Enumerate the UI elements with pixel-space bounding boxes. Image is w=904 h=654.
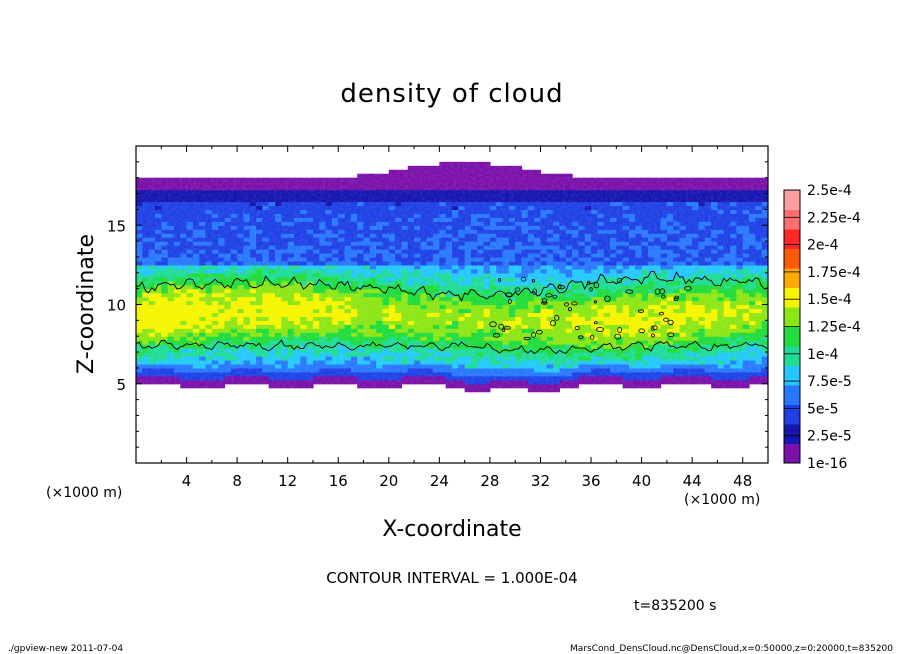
chart-title: density of cloud — [340, 79, 563, 109]
colorbar-swatch — [784, 287, 800, 308]
colorbar-swatch — [784, 209, 800, 230]
footer-left: ./gpview-new 2011-07-04 — [8, 644, 123, 654]
x-tick-label: 24 — [430, 472, 449, 490]
x-tick-label: 4 — [182, 472, 192, 490]
colorbar-label: 2.5e-5 — [807, 429, 852, 445]
colorbar-swatch — [784, 229, 800, 249]
colorbar-swatch — [784, 248, 800, 269]
colorbar-label: 1.75e-4 — [807, 265, 861, 281]
colorbar-swatch — [784, 190, 800, 210]
x-tick-label: 40 — [632, 472, 651, 490]
colorbar-swatch — [784, 365, 800, 386]
x-unit-label-left: (×1000 m) — [46, 485, 122, 501]
colorbar: 1e-16 2.5e-5 5e-5 7.5e-5 1e-4 1.25e-4 1.5e-4 1.… — [783, 183, 861, 472]
x-unit-label-right: (×1000 m) — [684, 492, 760, 508]
x-tick-label: 28 — [480, 472, 499, 490]
x-tick-label: 44 — [683, 472, 702, 490]
time-label: t=835200 s — [634, 598, 716, 614]
contour-lines — [136, 270, 768, 355]
x-tick-label: 16 — [329, 472, 348, 490]
y-tick-label: 10 — [107, 297, 126, 315]
colorbar-swatch — [784, 385, 800, 405]
x-tick-label: 36 — [581, 472, 600, 490]
colorbar-swatch — [784, 268, 800, 288]
y-tick-label: 15 — [107, 217, 126, 235]
colorbar-swatch — [784, 424, 800, 444]
colorbar-swatch — [784, 404, 800, 425]
colorbar-label: 7.5e-5 — [807, 374, 852, 390]
x-ticks: 4 8 12 16 20 24 28 32 36 40 44 48 — [160, 146, 752, 490]
colorbar-label: 2.25e-4 — [807, 210, 861, 226]
colorbar-swatch — [784, 326, 800, 347]
x-tick-label: 32 — [531, 472, 550, 490]
footer-right: MarsCond_DensCloud.nc@DensCloud,x=0:5000… — [570, 644, 893, 654]
colorbar-swatch — [784, 346, 800, 366]
colorbar-label: 2.5e-4 — [807, 183, 852, 199]
x-axis-label: X-coordinate — [382, 517, 521, 542]
y-tick-label: 5 — [116, 376, 126, 394]
colorbar-label: 1.5e-4 — [807, 292, 852, 308]
colorbar-label: 1e-4 — [807, 347, 839, 363]
y-ticks: 5 10 15 — [107, 161, 768, 448]
colorbar-label: 1e-16 — [807, 456, 847, 472]
colorbar-label: 5e-5 — [807, 401, 838, 417]
x-tick-label: 12 — [278, 472, 297, 490]
x-tick-label: 20 — [379, 472, 398, 490]
colorbar-swatch — [784, 443, 800, 464]
colorbar-swatch — [784, 307, 800, 327]
contour-interval: CONTOUR INTERVAL = 1.000E-04 — [326, 569, 577, 587]
x-tick-label: 8 — [232, 472, 242, 490]
y-axis-label: Z-coordinate — [74, 234, 99, 374]
x-tick-label: 48 — [733, 472, 752, 490]
colorbar-label: 1.25e-4 — [807, 320, 861, 336]
field-texture — [136, 146, 768, 463]
colorbar-label: 2e-4 — [807, 238, 839, 254]
